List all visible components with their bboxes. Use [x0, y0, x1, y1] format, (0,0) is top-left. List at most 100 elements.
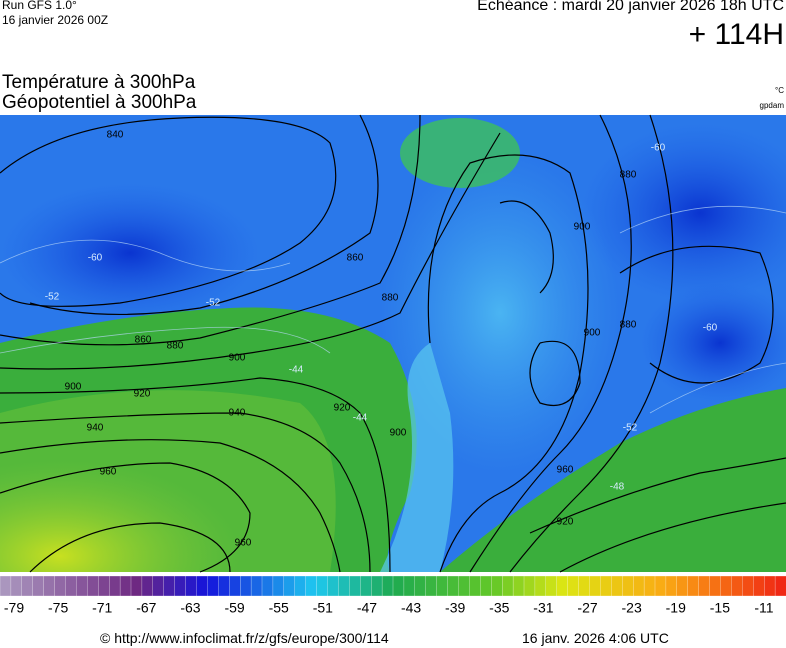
colorbar-swatch	[436, 575, 449, 597]
contour-label: 880	[167, 341, 184, 352]
contour-label: 940	[87, 423, 104, 434]
colorbar-label: -79	[4, 600, 24, 615]
colorbar-swatch	[98, 575, 110, 597]
colorbar-swatch	[556, 575, 569, 597]
colorbar-label: -67	[136, 600, 156, 615]
colorbar-swatch	[458, 575, 470, 597]
title-temperature: Température à 300hPa	[2, 72, 196, 93]
contour-label: -52	[623, 423, 638, 434]
colorbar-swatch	[633, 575, 645, 597]
colorbar-swatch	[240, 575, 252, 597]
jet-edge	[380, 343, 454, 572]
contour-label: 880	[620, 320, 637, 331]
colorbar-swatch	[0, 575, 12, 597]
contour-label: -44	[353, 413, 368, 424]
colorbar-swatch	[305, 575, 318, 597]
colorbar-label: -31	[533, 600, 553, 615]
colorbar-labels: -79 -75 -71 -67 -63 -59 -55 -51 -47 -43 -39 -35 -31 -…	[4, 600, 774, 615]
colorbar-swatch	[611, 575, 623, 597]
colorbar-swatch	[360, 575, 372, 597]
contour-label: 900	[390, 428, 407, 439]
colorbar-swatch	[764, 575, 776, 597]
warm-area	[400, 118, 520, 188]
colorbar-swatch	[600, 575, 612, 597]
colorbar-label: -43	[401, 600, 421, 615]
colorbar-swatch	[21, 575, 34, 597]
colorbar-swatch	[316, 575, 328, 597]
colorbar-swatch	[676, 575, 689, 597]
contour-label: 900	[229, 353, 246, 364]
colorbar-label: -19	[666, 600, 686, 615]
colorbar-swatch	[709, 575, 721, 597]
colorbar-swatch	[261, 575, 274, 597]
colorbar-label: -15	[710, 600, 730, 615]
colorbar-swatch	[742, 575, 754, 597]
colorbar-swatch	[272, 575, 285, 597]
colorbar-label: -75	[48, 600, 68, 615]
colorbar-swatch	[753, 575, 765, 597]
colorbar-swatch	[174, 575, 187, 597]
colorbar-swatch	[76, 575, 88, 597]
colorbar-swatch	[414, 575, 427, 597]
contour-label: 900	[574, 222, 591, 233]
run-label: Run GFS 1.0°	[2, 0, 77, 12]
contour-label: 900	[65, 382, 82, 393]
contour-label: -60	[703, 323, 718, 334]
colorbar-swatch	[349, 575, 361, 597]
colorbar-swatch	[491, 575, 503, 597]
colorbar-swatch	[469, 575, 481, 597]
colorbar-swatch	[327, 575, 339, 597]
lead-time: + 114H	[688, 18, 784, 51]
map: 840 860 880 900 900 920 940 940 960 960 920 900 860 8…	[0, 114, 786, 573]
colorbar-swatch	[130, 575, 143, 597]
colorbar-swatch	[523, 575, 536, 597]
contour-label: -60	[88, 253, 103, 264]
colorbar-label: -63	[180, 600, 200, 615]
colorbar-swatch	[54, 575, 66, 597]
warm-core	[0, 413, 300, 572]
colorbar-swatch	[250, 575, 263, 597]
contour-label: 880	[620, 170, 637, 181]
colorbar-swatch	[534, 575, 547, 597]
green-area	[440, 388, 786, 572]
colorbar-swatch	[87, 575, 99, 597]
contour-label: -44	[289, 365, 304, 376]
colorbar-label: -47	[357, 600, 377, 615]
colorbar-swatch	[698, 575, 711, 597]
title-geopotential: Géopotentiel à 300hPa	[2, 92, 197, 113]
colorbar-swatch	[283, 575, 296, 597]
colorbar-swatch	[654, 575, 667, 597]
colorbar-swatches	[0, 575, 786, 597]
contour-label: 900	[584, 328, 601, 339]
colorbar-swatch	[109, 575, 121, 597]
colorbar-swatch	[502, 575, 514, 597]
colorbar-swatch	[371, 575, 383, 597]
contour-label: 920	[334, 403, 351, 414]
colorbar-swatch	[207, 575, 219, 597]
colorbar-label: -71	[92, 600, 112, 615]
contours	[0, 114, 786, 573]
contour-label: 960	[557, 465, 574, 476]
contour-label: -52	[206, 298, 221, 309]
cold-core	[640, 283, 786, 403]
colorbar-swatch	[687, 575, 700, 597]
contour-label: 880	[382, 293, 399, 304]
run-date: 16 janvier 2026 00Z	[2, 13, 109, 27]
colorbar-label: -39	[445, 600, 465, 615]
colorbar-swatch	[720, 575, 732, 597]
contour-label: 860	[135, 335, 152, 346]
colorbar-swatch	[152, 575, 165, 597]
colorbar-label: -35	[489, 600, 509, 615]
contour-label: -60	[651, 143, 666, 154]
colorbar-label: -11	[754, 600, 773, 615]
colorbar-swatch	[119, 575, 132, 597]
colorbar-swatch	[65, 575, 77, 597]
colorbar-swatch	[229, 575, 241, 597]
brand: gpdam	[759, 101, 784, 110]
contour-labels: 840 860 880 900 900 920 940 940 960 960 920 900 860 8…	[45, 130, 718, 549]
colorbar-swatch	[512, 575, 525, 597]
colorbar-swatch	[403, 575, 416, 597]
temperature-isolines	[0, 205, 786, 414]
colorbar-swatch	[185, 575, 197, 597]
